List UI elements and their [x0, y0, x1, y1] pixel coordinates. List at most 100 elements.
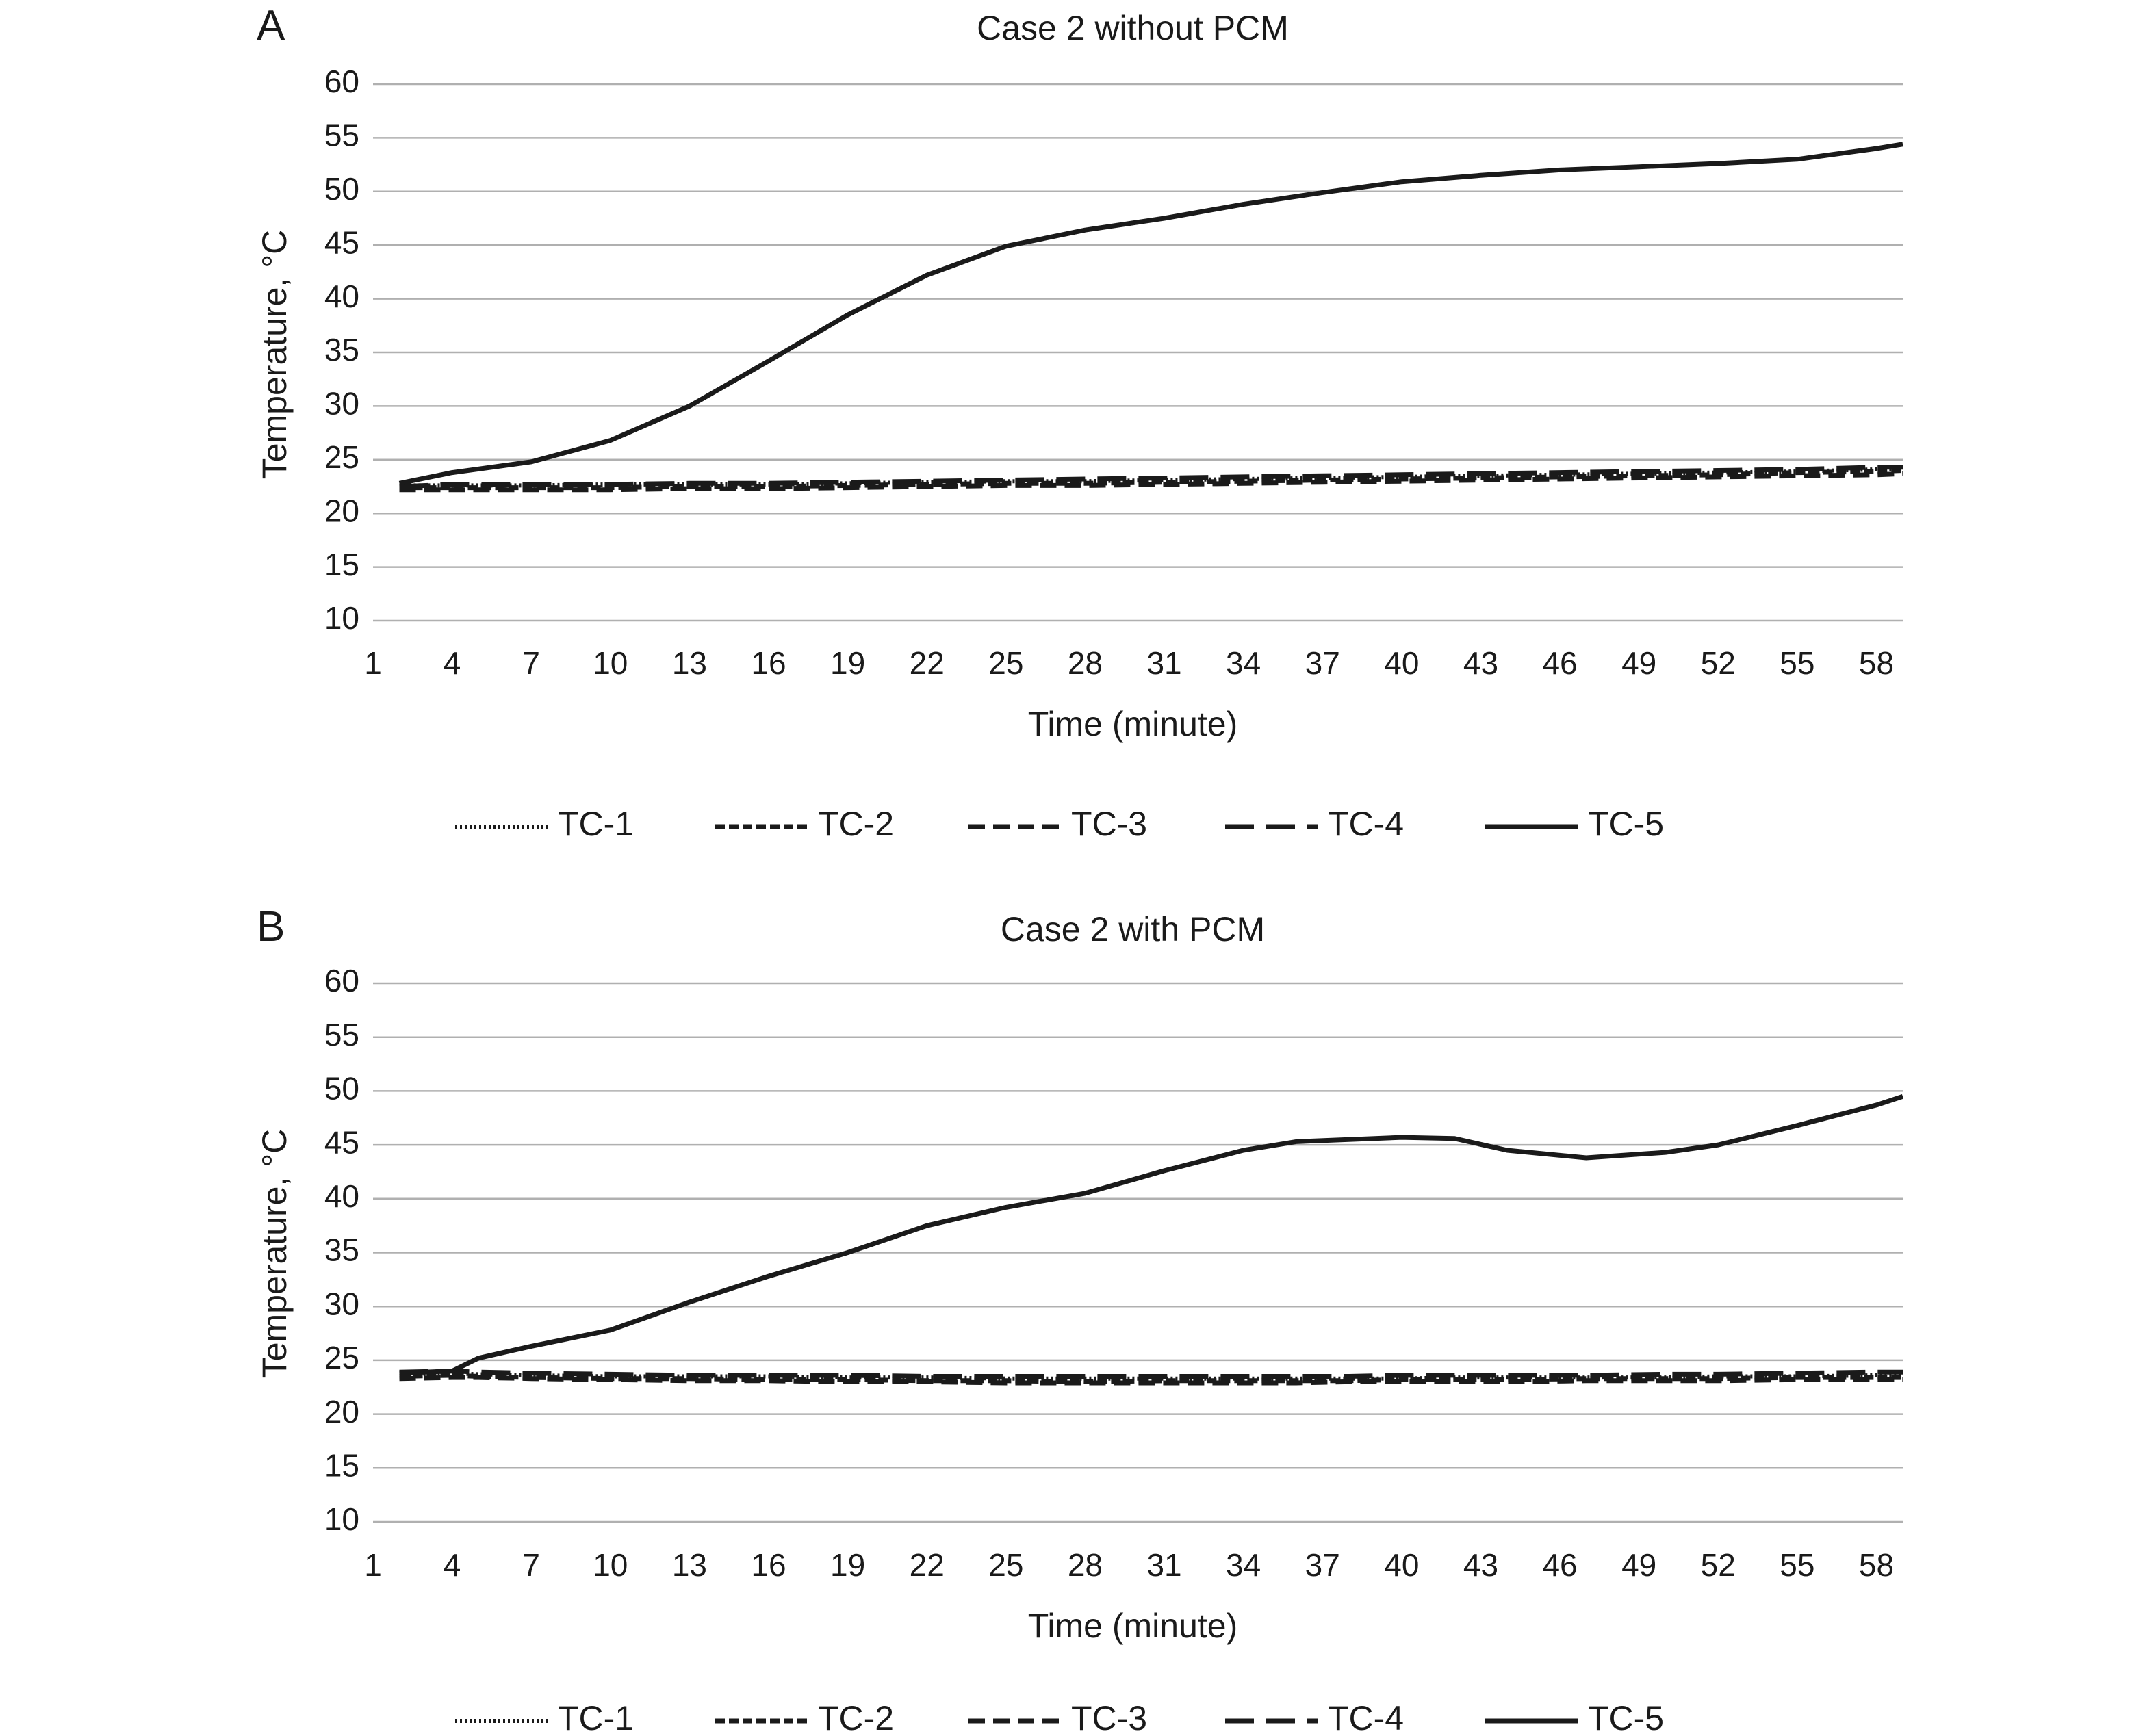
legend-label: TC-1 — [558, 1699, 634, 1736]
legend-item: TC-2 — [715, 1699, 894, 1736]
y-tick-label: 10 — [324, 1501, 359, 1537]
legend: TC-1 TC-2 TC-3 TC-4 TC-5 — [455, 1699, 1664, 1736]
legend-label: TC-2 — [818, 1699, 894, 1736]
y-tick-label: 60 — [324, 64, 359, 99]
legend-label: TC-2 — [818, 805, 894, 843]
series-line-tc-5 — [398, 142, 1903, 486]
y-tick-label: 25 — [324, 439, 359, 475]
x-tick-label: 4 — [444, 645, 461, 681]
legend-item: TC-1 — [455, 1699, 634, 1736]
panel-label: B — [257, 903, 285, 950]
y-tick-label: 60 — [324, 963, 359, 998]
x-tick-label: 19 — [830, 645, 865, 681]
x-tick-label: 28 — [1068, 645, 1103, 681]
x-tick-label: 4 — [444, 1547, 461, 1583]
y-tick-label: 40 — [324, 278, 359, 314]
legend-item: TC-5 — [1485, 805, 1664, 843]
y-tick-label: 20 — [324, 493, 359, 528]
x-tick-label: 34 — [1226, 645, 1261, 681]
legend: TC-1 TC-2 TC-3 TC-4 TC-5 — [455, 805, 1664, 843]
x-tick-label: 52 — [1701, 1547, 1736, 1583]
legend-label: TC-3 — [1071, 1699, 1147, 1736]
y-tick-label: 15 — [324, 547, 359, 582]
x-tick-label: 10 — [593, 645, 628, 681]
y-tick-label: 30 — [324, 386, 359, 422]
panel-label: A — [257, 2, 285, 49]
x-tick-label: 1 — [364, 645, 382, 681]
x-tick-label: 52 — [1701, 645, 1736, 681]
legend-label: TC-4 — [1328, 1699, 1404, 1736]
x-tick-label: 46 — [1542, 1547, 1577, 1583]
x-tick-label: 25 — [988, 645, 1023, 681]
x-tick-label: 19 — [830, 1547, 865, 1583]
y-tick-label: 55 — [324, 1017, 359, 1052]
x-tick-label: 13 — [672, 645, 707, 681]
series-line-tc-4 — [399, 1369, 1903, 1379]
y-tick-label: 45 — [324, 224, 359, 260]
x-tick-label: 37 — [1305, 645, 1340, 681]
x-tick-label: 34 — [1226, 1547, 1261, 1583]
legend-item: TC-3 — [968, 805, 1147, 843]
legend-item: TC-4 — [1225, 1699, 1404, 1736]
y-tick-labels: 10 15 20 25 30 35 40 45 50 55 60 — [324, 64, 359, 636]
legend-label: TC-1 — [558, 805, 634, 843]
x-tick-labels: 1 4 7 10 13 16 19 22 25 28 31 34 37 40 43 46 49 52 55 58 — [364, 645, 1894, 681]
legend-item: TC-2 — [715, 805, 894, 843]
x-tick-label: 22 — [910, 1547, 945, 1583]
chart-title: Case 2 without PCM — [977, 9, 1289, 47]
y-tick-label: 40 — [324, 1178, 359, 1214]
x-tick-label: 55 — [1780, 1547, 1814, 1583]
x-tick-label: 49 — [1621, 645, 1656, 681]
legend-label: TC-3 — [1071, 805, 1147, 843]
x-tick-label: 58 — [1859, 645, 1894, 681]
y-tick-label: 45 — [324, 1124, 359, 1160]
x-tick-label: 31 — [1146, 1547, 1181, 1583]
y-tick-label: 15 — [324, 1447, 359, 1483]
x-tick-label: 7 — [522, 1547, 540, 1583]
series-line-tc-3 — [399, 471, 1903, 493]
series-lines — [398, 142, 1903, 493]
x-tick-label: 55 — [1780, 645, 1814, 681]
series-line-tc-3 — [399, 1375, 1903, 1386]
legend-item: TC-1 — [455, 805, 634, 843]
y-tick-label: 50 — [324, 1071, 359, 1106]
legend-label: TC-5 — [1588, 805, 1664, 843]
x-tick-label: 40 — [1384, 645, 1419, 681]
y-tick-label: 25 — [324, 1340, 359, 1375]
x-tick-label: 13 — [672, 1547, 707, 1583]
legend-label: TC-5 — [1588, 1699, 1664, 1736]
x-tick-label: 28 — [1068, 1547, 1103, 1583]
y-tick-label: 35 — [324, 1232, 359, 1268]
x-tick-label: 22 — [910, 645, 945, 681]
x-axis-title: Time (minute) — [1028, 705, 1238, 743]
x-tick-label: 25 — [988, 1547, 1023, 1583]
legend-label: TC-4 — [1328, 805, 1404, 843]
x-tick-label: 1 — [364, 1547, 382, 1583]
x-tick-label: 31 — [1146, 645, 1181, 681]
y-axis-title: Temperature, °C — [255, 230, 294, 480]
x-tick-label: 49 — [1621, 1547, 1656, 1583]
x-tick-label: 46 — [1542, 645, 1577, 681]
x-tick-label: 16 — [751, 645, 786, 681]
y-tick-labels: 10 15 20 25 30 35 40 45 50 55 60 — [324, 963, 359, 1537]
y-tick-label: 30 — [324, 1286, 359, 1321]
legend-item: TC-5 — [1485, 1699, 1664, 1736]
y-tick-label: 55 — [324, 118, 359, 153]
x-tick-label: 43 — [1463, 1547, 1498, 1583]
series-line-tc-4 — [399, 465, 1903, 489]
series-lines — [399, 1093, 1904, 1386]
x-tick-label: 58 — [1859, 1547, 1894, 1583]
y-tick-label: 20 — [324, 1394, 359, 1429]
legend-item: TC-4 — [1225, 805, 1404, 843]
chart-panel-b: B Case 2 with PCM 10 15 20 25 30 35 40 45 50 55 60… — [255, 903, 1904, 1736]
gridlines — [373, 982, 1903, 1523]
x-tick-label: 7 — [522, 645, 540, 681]
x-tick-label: 10 — [593, 1547, 628, 1583]
x-tick-labels: 1 4 7 10 13 16 19 22 25 28 31 34 37 40 43 46 49 52 55 58 — [364, 1547, 1894, 1583]
y-tick-label: 10 — [324, 600, 359, 636]
x-axis-title: Time (minute) — [1028, 1607, 1238, 1645]
x-tick-label: 37 — [1305, 1547, 1340, 1583]
legend-item: TC-3 — [968, 1699, 1147, 1736]
x-tick-label: 43 — [1463, 645, 1498, 681]
